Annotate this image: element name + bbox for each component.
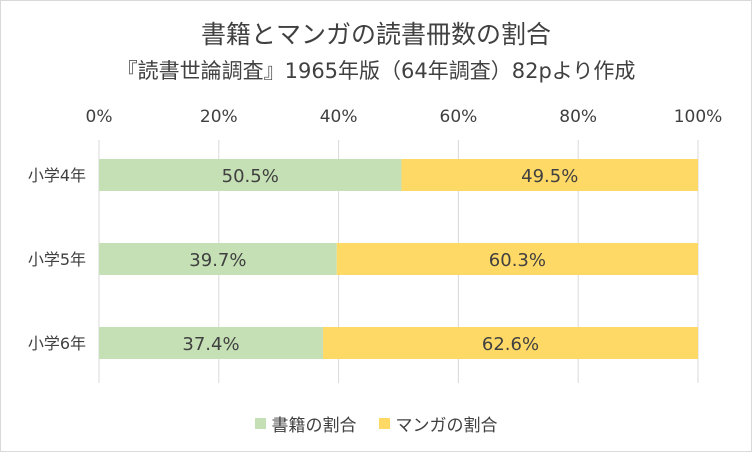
legend-item-books: 書籍の割合 [254, 411, 357, 436]
bar-manga [401, 159, 698, 191]
data-label: 37.4% [182, 334, 239, 355]
x-tick-label: 100% [674, 107, 723, 127]
data-label: 60.3% [489, 250, 546, 271]
bar-manga [323, 327, 698, 359]
data-label: 62.6% [482, 334, 539, 355]
x-tick-label: 40% [320, 107, 358, 127]
legend-swatch-books [254, 418, 266, 429]
category-label: 小学5年 [28, 250, 86, 269]
legend-label-books: 書籍の割合 [271, 416, 357, 436]
bar-books [99, 327, 324, 359]
x-tick-label: 0% [86, 107, 113, 127]
category-label: 小学6年 [28, 334, 86, 353]
x-tick-label: 60% [440, 107, 478, 127]
data-label: 49.5% [521, 166, 578, 187]
x-tick-label: 80% [559, 107, 597, 127]
legend-label-manga: マンガの割合 [395, 416, 498, 436]
legend-item-manga: マンガの割合 [378, 411, 498, 436]
chart-title: 書籍とマンガの読書冊数の割合 [200, 20, 551, 49]
data-label: 50.5% [222, 166, 279, 187]
bar-books [99, 159, 402, 191]
data-label: 39.7% [189, 250, 246, 271]
bar-books [99, 243, 337, 275]
legend: 書籍の割合 マンガの割合 [0, 411, 752, 436]
chart-subtitle: 『読書世論調査』1965年版（64年調査）82pより作成 [116, 59, 636, 83]
x-tick-label: 20% [200, 107, 238, 127]
bar-manga [336, 243, 698, 275]
legend-swatch-manga [378, 418, 390, 429]
category-label: 小学4年 [28, 166, 86, 185]
